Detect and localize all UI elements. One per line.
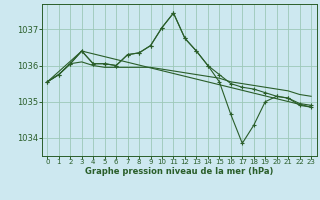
- X-axis label: Graphe pression niveau de la mer (hPa): Graphe pression niveau de la mer (hPa): [85, 167, 273, 176]
